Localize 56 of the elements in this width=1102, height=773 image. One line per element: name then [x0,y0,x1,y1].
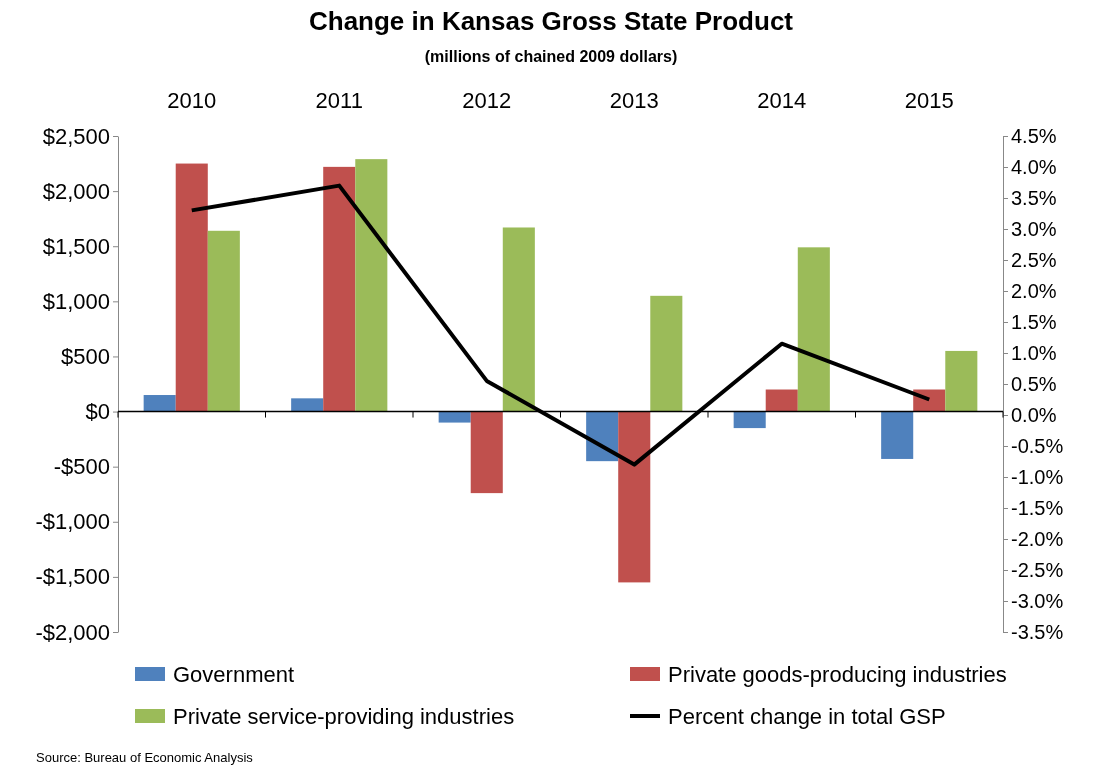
bar [438,411,471,423]
bar [502,227,535,412]
bar [733,411,766,429]
y2-tick-label: -2.0% [1011,527,1064,550]
y-tick-label: $2,000 [42,178,110,204]
x-tick-label: 2010 [167,88,217,113]
y2-tick-label: -1.0% [1011,465,1064,488]
bar [797,247,830,412]
bar [945,350,978,412]
y-tick-label: -$1,500 [35,564,110,590]
y2-tick-label: 1.5% [1011,310,1057,333]
x-tick-label: 2013 [609,88,659,113]
y-tick-label: -$500 [53,454,110,480]
bar [470,411,503,494]
bar [291,398,324,412]
x-tick-label: 2014 [757,88,807,113]
chart-title: Change in Kansas Gross State Product [308,6,794,36]
y-tick-label: $0 [85,399,110,425]
bar [881,411,914,459]
y2-tick-label: 4.0% [1011,155,1057,178]
bar [323,166,356,412]
y2-tick-label: 2.0% [1011,279,1057,302]
chart-subtitle: (millions of chained 2009 dollars) [424,48,678,65]
y2-tick-label: 0.5% [1011,372,1057,395]
legend-label: Private service-providing industries [173,704,515,729]
bar [650,295,683,412]
y2-tick-label: 3.5% [1011,186,1057,209]
bar [143,395,176,412]
bar [175,163,208,412]
bar [207,230,240,412]
x-tick-label: 2012 [462,88,512,113]
y-tick-label: $1,500 [42,233,110,259]
y2-tick-label: 0.0% [1011,403,1057,426]
legend-label: Government [173,662,295,687]
y-tick-label: $500 [61,343,110,369]
y2-tick-label: -3.0% [1011,589,1064,612]
legend-label: Percent change in total GSP [668,704,946,729]
y-tick-label: -$1,000 [35,509,110,535]
legend-label: Private goods-producing industries [668,662,1007,687]
y-tick-label: -$2,000 [35,619,110,645]
y2-tick-label: -1.5% [1011,496,1064,519]
x-tick-label: 2011 [315,88,363,113]
y2-tick-label: 3.0% [1011,217,1057,240]
y-tick-label: $2,500 [42,123,110,149]
x-tick-label: 2015 [904,88,954,113]
y2-tick-label: -3.5% [1011,620,1064,643]
y2-tick-label: 1.0% [1011,341,1057,364]
y-tick-label: $1,000 [42,288,110,314]
y2-tick-label: 4.5% [1011,124,1057,147]
y2-tick-label: -2.5% [1011,558,1064,581]
bar [355,159,388,412]
y2-tick-label: -0.5% [1011,434,1064,457]
y2-tick-label: 2.5% [1011,248,1057,271]
bar [765,389,798,412]
source-note: Source: Bureau of Economic Analysis [36,750,254,765]
bar [618,411,651,583]
